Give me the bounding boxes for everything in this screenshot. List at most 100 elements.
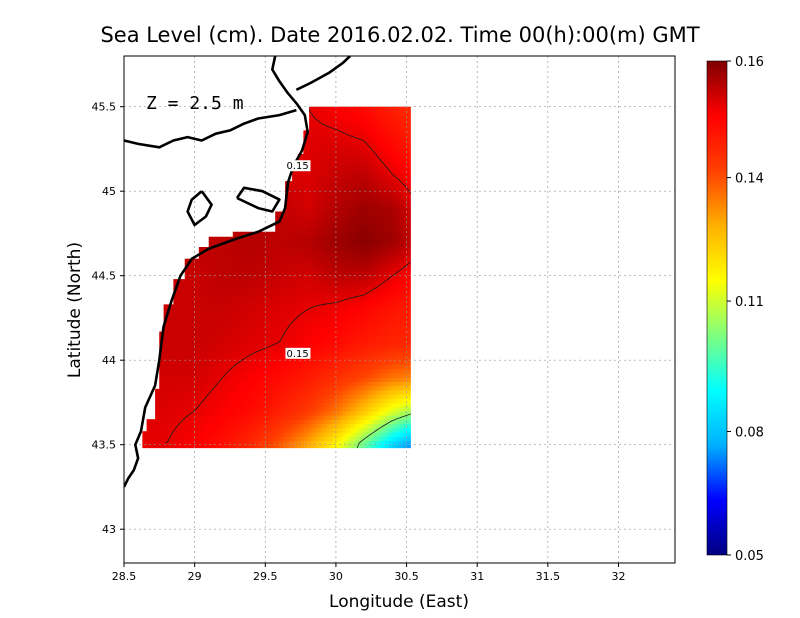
field-cell — [191, 271, 196, 277]
field-cell — [212, 432, 217, 437]
field-cell — [318, 410, 323, 416]
field-cell — [318, 309, 323, 315]
field-cell — [205, 351, 210, 357]
field-cell — [237, 275, 242, 281]
field-cell — [304, 334, 309, 340]
field-cell — [184, 322, 189, 327]
field-cell — [166, 394, 171, 399]
field-cell — [226, 402, 231, 408]
field-cell — [410, 258, 411, 264]
field-cell — [258, 241, 263, 247]
field-cell — [286, 444, 291, 449]
field-cell — [385, 258, 390, 264]
field-cell — [173, 326, 178, 332]
field-cell — [184, 444, 189, 449]
field-cell — [272, 292, 277, 298]
field-cell — [205, 267, 210, 273]
field-cell — [173, 381, 178, 387]
field-cell — [290, 326, 295, 332]
field-cell — [293, 322, 298, 327]
field-cell — [237, 436, 242, 442]
field-cell — [311, 203, 316, 209]
field-cell — [173, 347, 178, 353]
field-cell — [325, 427, 330, 433]
field-cell — [258, 406, 263, 412]
field-cell — [381, 381, 386, 387]
field-cell — [258, 432, 263, 437]
field-cell — [194, 398, 199, 404]
field-cell — [371, 271, 376, 277]
field-cell — [145, 423, 150, 429]
field-cell — [335, 343, 341, 349]
field-cell — [388, 313, 394, 319]
field-cell — [258, 258, 263, 264]
field-cell — [237, 423, 242, 429]
field-cell — [226, 309, 231, 315]
field-cell — [318, 381, 323, 387]
field-cell — [357, 292, 362, 298]
field-cell — [254, 254, 259, 260]
field-cell — [367, 279, 372, 285]
field-cell — [332, 292, 337, 298]
field-cell — [346, 377, 351, 382]
field-cell — [406, 237, 411, 243]
field-cell — [272, 351, 277, 357]
field-cell — [332, 246, 337, 251]
field-cell — [297, 263, 302, 268]
field-cell — [176, 406, 182, 412]
field-cell — [261, 288, 266, 294]
field-cell — [321, 339, 326, 344]
field-cell — [145, 444, 150, 449]
field-cell — [364, 372, 369, 378]
field-cell — [226, 326, 231, 332]
field-cell — [371, 394, 376, 399]
field-cell — [282, 237, 288, 243]
field-cell — [265, 284, 270, 289]
field-cell — [300, 419, 305, 425]
field-cell — [275, 334, 281, 340]
field-cell — [342, 364, 348, 370]
field-cell — [371, 220, 376, 226]
field-cell — [374, 288, 379, 294]
field-cell — [403, 351, 408, 357]
field-cell — [219, 343, 224, 349]
field-cell — [244, 267, 249, 273]
field-cell — [300, 385, 305, 391]
field-cell — [410, 385, 411, 391]
field-cell — [297, 427, 302, 433]
field-cell — [180, 334, 185, 340]
field-cell — [219, 326, 224, 332]
field-cell — [279, 275, 284, 281]
field-cell — [286, 423, 291, 429]
field-cell — [233, 351, 238, 357]
field-cell — [371, 360, 376, 366]
field-cell — [360, 199, 365, 205]
field-cell — [339, 322, 344, 327]
field-cell — [254, 364, 259, 370]
field-cell — [261, 313, 266, 319]
field-cell — [399, 313, 404, 319]
field-cell — [395, 186, 401, 192]
field-cell — [307, 317, 312, 323]
field-cell — [332, 436, 337, 442]
field-cell — [208, 288, 213, 294]
field-cell — [254, 263, 259, 268]
field-cell — [293, 394, 298, 399]
field-cell — [339, 279, 344, 285]
field-cell — [410, 339, 411, 344]
field-cell — [219, 436, 224, 442]
field-cell — [258, 279, 263, 285]
field-cell — [321, 385, 326, 391]
field-cell — [279, 343, 284, 349]
field-cell — [290, 288, 295, 294]
field-cell — [162, 402, 167, 408]
field-cell — [152, 444, 157, 449]
field-cell — [300, 360, 305, 366]
field-cell — [392, 334, 397, 340]
field-cell — [371, 225, 376, 230]
field-cell — [350, 334, 355, 340]
field-cell — [406, 203, 411, 209]
field-cell — [251, 267, 256, 273]
field-cell — [205, 326, 210, 332]
field-cell — [388, 225, 394, 230]
